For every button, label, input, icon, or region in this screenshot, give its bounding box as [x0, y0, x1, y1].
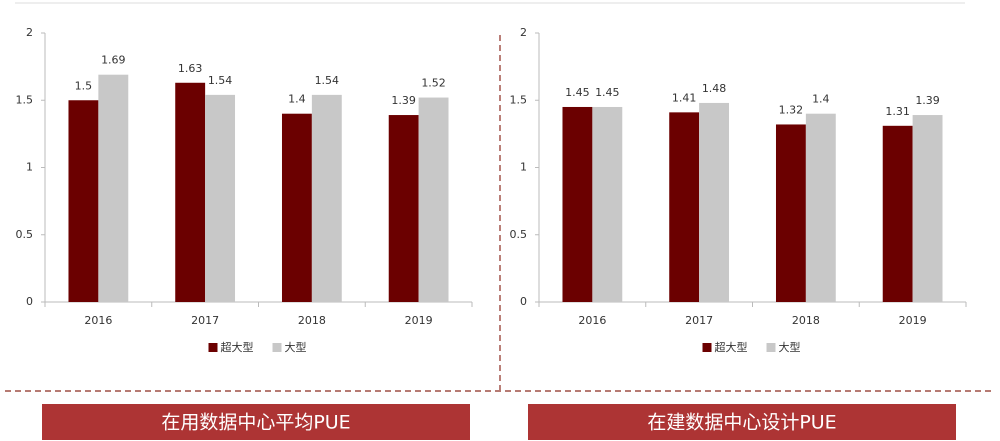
value-label: 1.4: [812, 93, 830, 106]
bar: [882, 125, 913, 303]
value-label: 1.63: [178, 62, 203, 75]
value-label: 1.48: [702, 82, 727, 95]
y-tick-label: 0: [520, 295, 527, 308]
y-tick-label: 2: [26, 26, 33, 39]
y-tick-label: 1.5: [510, 93, 528, 106]
bar: [775, 124, 806, 303]
bar: [175, 82, 206, 302]
y-tick-label: 0: [26, 295, 33, 308]
chart-title: 在用数据中心平均PUE: [161, 412, 350, 434]
legend-swatch: [766, 343, 776, 352]
x-tick-label: 2017: [685, 314, 713, 327]
bar: [805, 113, 836, 302]
value-label: 1.41: [672, 91, 697, 104]
bar: [418, 97, 449, 302]
legend-swatch: [208, 343, 218, 352]
y-tick-label: 1: [520, 161, 527, 174]
bar: [699, 102, 730, 302]
value-label: 1.45: [595, 86, 620, 99]
legend-label: 超大型: [221, 340, 254, 354]
bar: [669, 112, 700, 302]
bar: [311, 94, 342, 303]
bar: [98, 74, 129, 302]
y-tick-label: 2: [520, 26, 527, 39]
value-label: 1.45: [565, 86, 590, 99]
x-tick-label: 2018: [792, 314, 820, 327]
value-label: 1.54: [208, 74, 233, 87]
value-label: 1.31: [885, 105, 910, 118]
chart-title: 在建数据中心设计PUE: [647, 412, 836, 434]
bar: [205, 94, 236, 303]
y-tick-label: 1.5: [16, 93, 34, 106]
bar: [281, 113, 312, 302]
value-label: 1.4: [288, 93, 306, 106]
bar: [592, 106, 623, 302]
legend-swatch: [702, 343, 712, 352]
value-label: 1.54: [315, 74, 340, 87]
caption-banner: [528, 404, 956, 440]
legend-label: 超大型: [715, 340, 748, 354]
value-label: 1.5: [75, 79, 93, 92]
value-label: 1.69: [101, 54, 126, 67]
y-tick-label: 0.5: [16, 228, 34, 241]
y-tick-label: 0.5: [510, 228, 528, 241]
x-tick-label: 2019: [899, 314, 927, 327]
value-label: 1.39: [391, 94, 416, 107]
value-label: 1.52: [421, 77, 446, 90]
value-label: 1.32: [779, 103, 804, 116]
x-tick-label: 2019: [405, 314, 433, 327]
y-tick-label: 1: [26, 161, 33, 174]
caption-banner: [42, 404, 470, 440]
bar: [388, 115, 419, 302]
bar: [68, 100, 99, 302]
value-label: 1.39: [915, 94, 940, 107]
x-tick-label: 2016: [578, 314, 606, 327]
x-tick-label: 2018: [298, 314, 326, 327]
legend-label: 大型: [779, 340, 801, 354]
bar: [562, 106, 593, 302]
x-tick-label: 2016: [84, 314, 112, 327]
legend-label: 大型: [285, 340, 307, 354]
x-tick-label: 2017: [191, 314, 219, 327]
legend-swatch: [272, 343, 282, 352]
bar: [912, 115, 943, 302]
